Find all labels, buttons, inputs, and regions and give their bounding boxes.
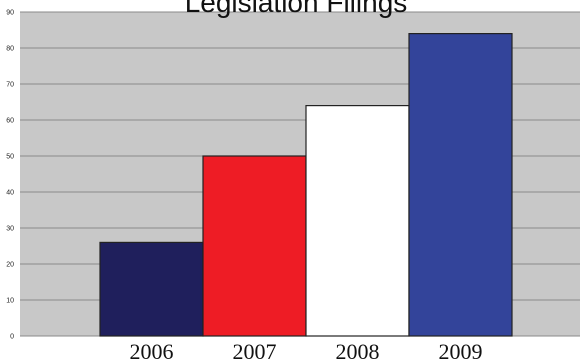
y-tick-label-30: 30 bbox=[6, 226, 14, 233]
bar-2008 bbox=[305, 104, 410, 337]
y-tick-label-0: 0 bbox=[10, 334, 14, 341]
x-tick-label-2006: 2006 bbox=[130, 339, 174, 362]
chart-title: Legislation Filings bbox=[185, 0, 408, 18]
x-tick-label-2007: 2007 bbox=[233, 339, 277, 362]
y-tick-label-20: 20 bbox=[6, 262, 14, 269]
bar-2007 bbox=[202, 155, 307, 337]
x-tick-label-2008: 2008 bbox=[336, 339, 380, 362]
y-axis-ticks: 0 10 20 30 40 50 60 70 80 90 bbox=[6, 10, 14, 341]
bars bbox=[99, 32, 513, 337]
y-tick-label-40: 40 bbox=[6, 190, 14, 197]
x-axis-ticks: 2006 2007 2008 2009 bbox=[130, 339, 483, 362]
y-tick-label-70: 70 bbox=[6, 82, 14, 89]
y-tick-label-90: 90 bbox=[6, 10, 14, 17]
bar-2009 bbox=[408, 32, 513, 337]
y-tick-label-50: 50 bbox=[6, 154, 14, 161]
y-tick-label-60: 60 bbox=[6, 118, 14, 125]
y-tick-label-10: 10 bbox=[6, 298, 14, 305]
y-tick-label-80: 80 bbox=[6, 46, 14, 53]
bar-2006 bbox=[99, 241, 204, 337]
x-tick-label-2009: 2009 bbox=[439, 339, 483, 362]
